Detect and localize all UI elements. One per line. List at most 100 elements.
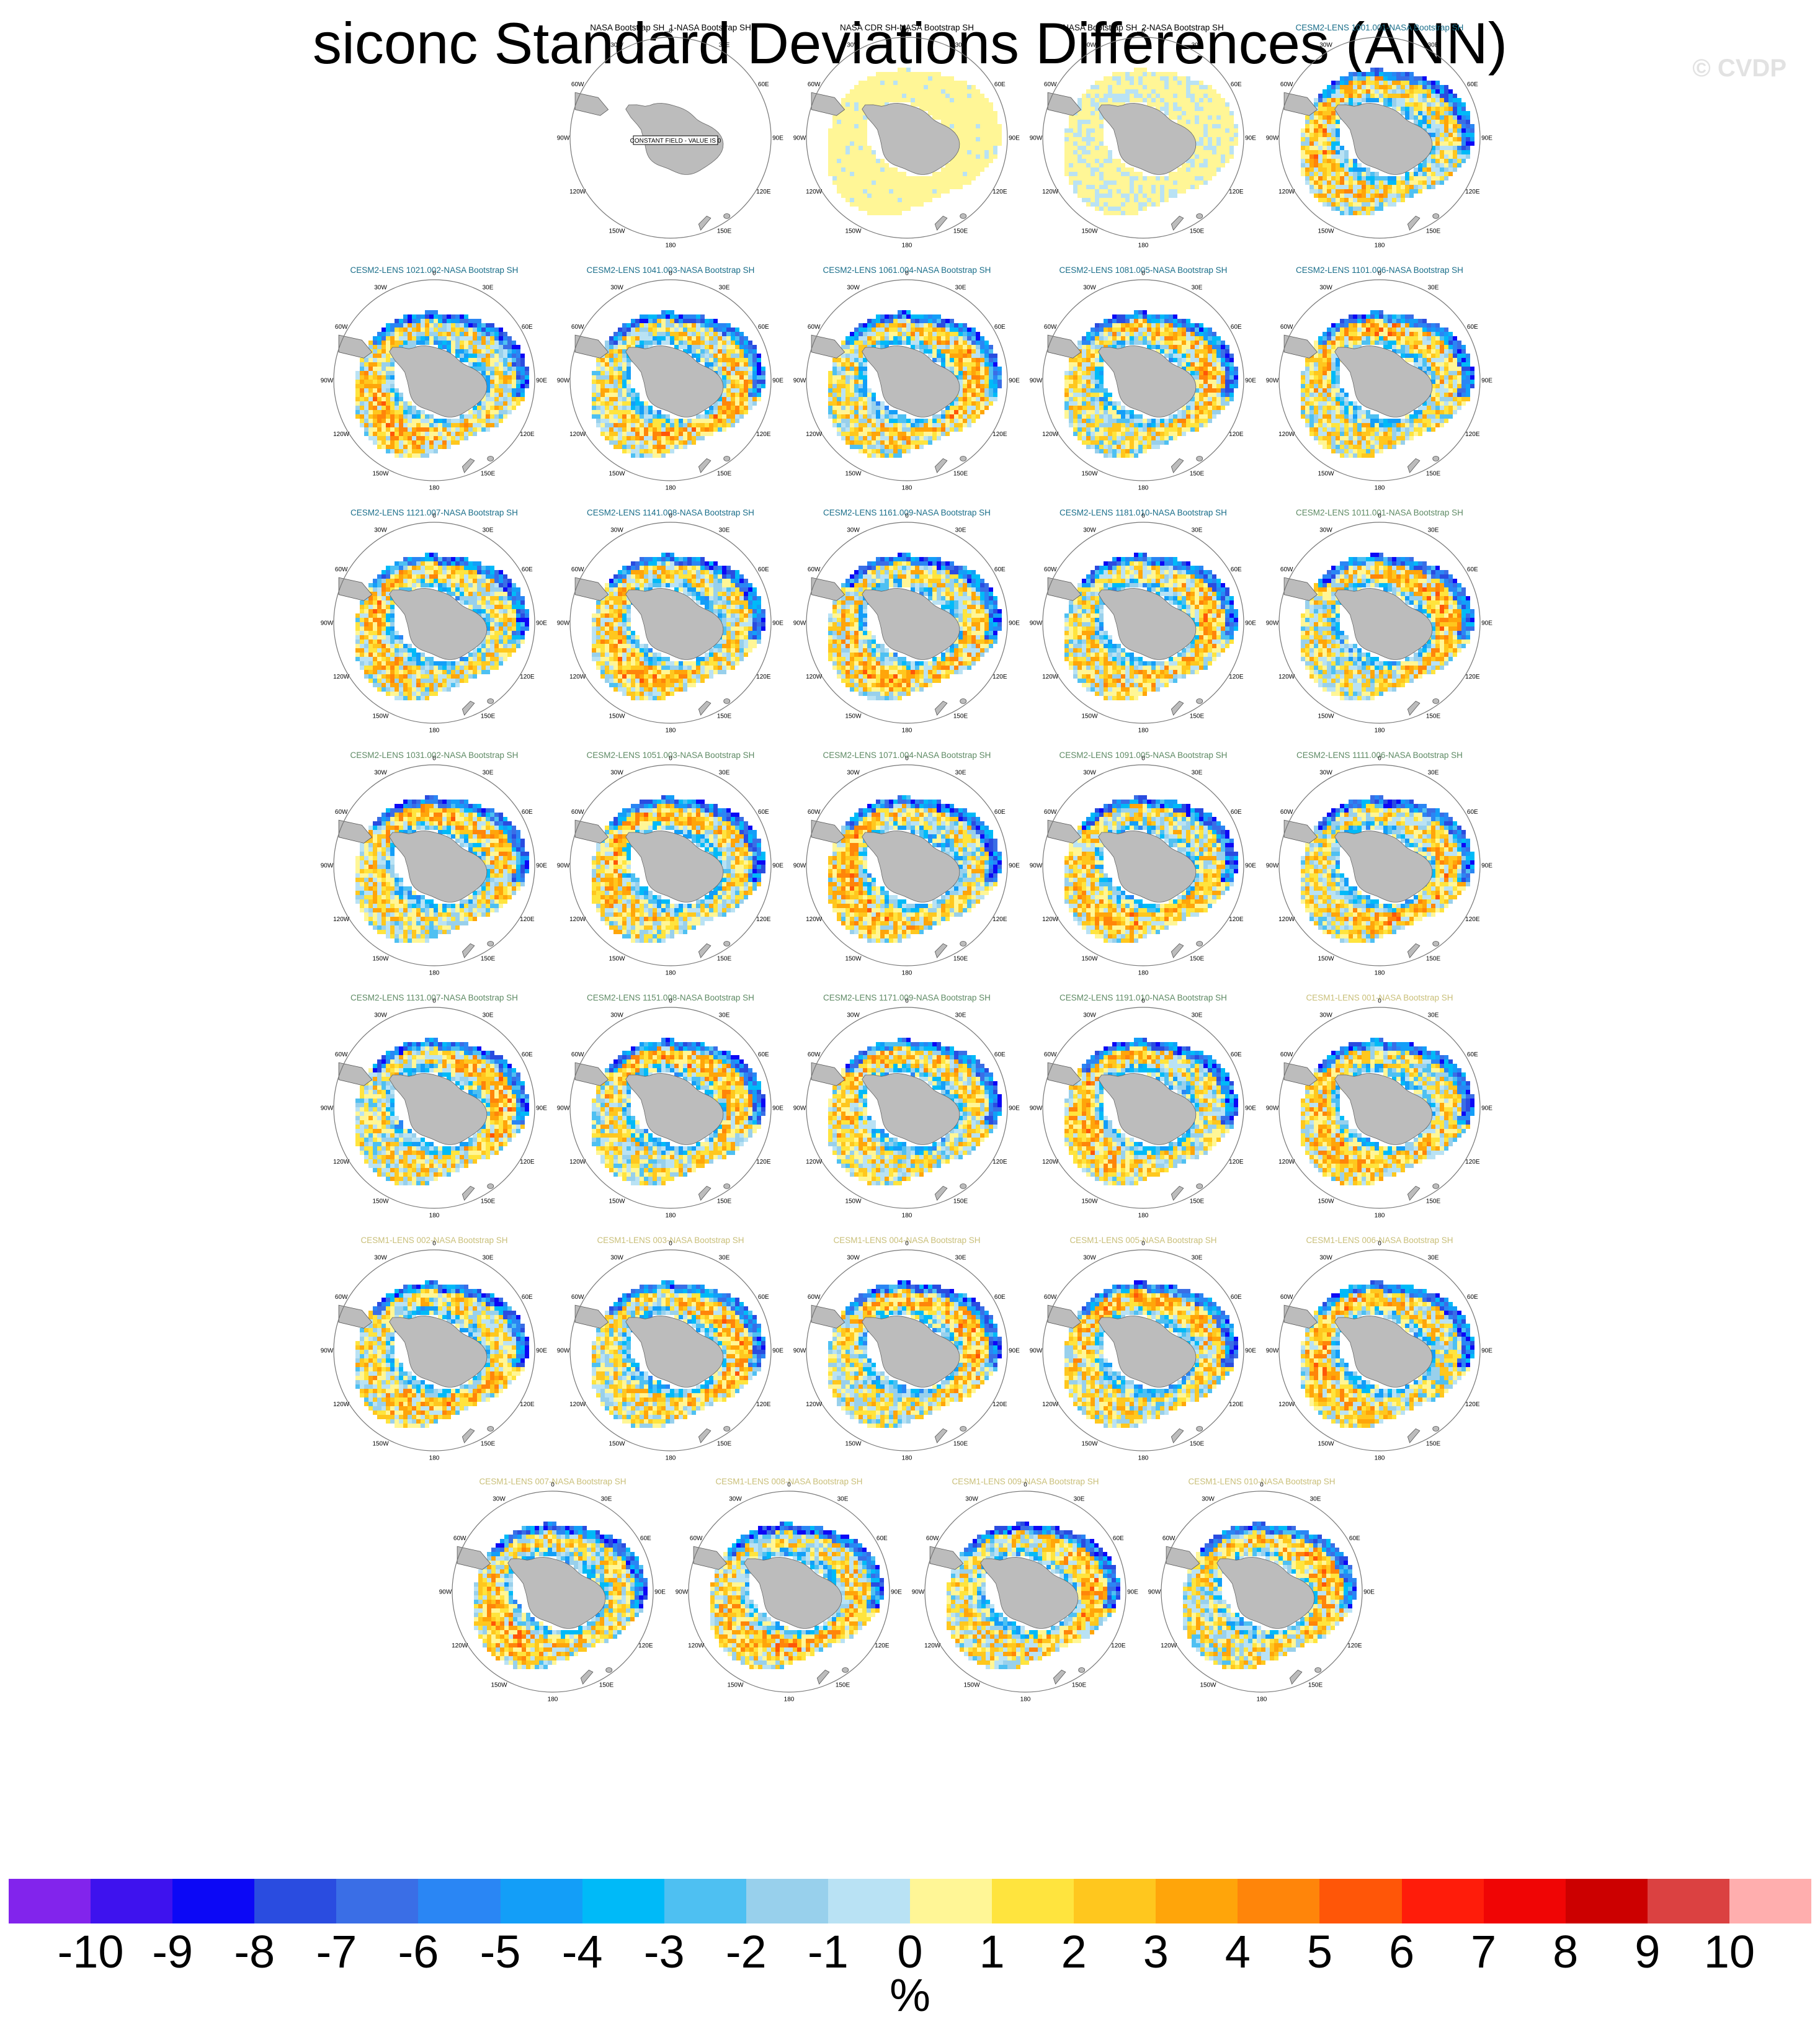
field-cell bbox=[718, 397, 722, 401]
field-cell bbox=[1086, 332, 1091, 336]
field-cell bbox=[1147, 194, 1151, 198]
field-cell bbox=[640, 432, 644, 436]
field-cell bbox=[932, 102, 937, 107]
field-cell bbox=[1195, 81, 1199, 85]
field-cell bbox=[958, 102, 963, 107]
field-cell bbox=[906, 332, 911, 336]
field-cell bbox=[644, 410, 648, 414]
field-cell bbox=[1186, 98, 1190, 102]
field-cell bbox=[1318, 189, 1323, 194]
field-cell bbox=[473, 414, 477, 419]
field-cell bbox=[950, 323, 954, 328]
figure-title: siconc Standard Deviations Differences (… bbox=[0, 11, 1820, 76]
field-cell bbox=[1318, 172, 1323, 176]
field-cell bbox=[386, 375, 390, 380]
field-cell bbox=[1331, 115, 1336, 120]
field-cell bbox=[1182, 124, 1186, 128]
field-cell bbox=[386, 436, 390, 440]
longitude-label: 90W bbox=[1266, 135, 1279, 142]
field-cell bbox=[963, 107, 967, 111]
field-cell bbox=[494, 367, 499, 371]
field-cell bbox=[1203, 176, 1208, 181]
field-cell bbox=[1134, 314, 1138, 319]
field-cell bbox=[421, 449, 425, 453]
field-cell bbox=[752, 393, 757, 397]
field-cell bbox=[1082, 163, 1086, 167]
field-cell bbox=[880, 436, 885, 440]
field-cell bbox=[1336, 133, 1340, 137]
field-cell bbox=[1418, 120, 1422, 124]
field-cell bbox=[906, 181, 911, 185]
field-cell bbox=[1143, 85, 1147, 89]
field-cell bbox=[1370, 176, 1375, 181]
field-cell bbox=[460, 349, 464, 354]
field-cell bbox=[1190, 181, 1195, 185]
field-cell bbox=[863, 323, 867, 328]
field-cell bbox=[867, 445, 872, 449]
field-cell bbox=[832, 401, 837, 406]
field-cell bbox=[850, 185, 854, 189]
field-cell bbox=[416, 436, 421, 440]
field-cell bbox=[1229, 124, 1234, 128]
field-cell bbox=[832, 362, 837, 367]
field-cell bbox=[1164, 76, 1169, 81]
field-cell bbox=[893, 453, 898, 458]
field-cell bbox=[954, 345, 958, 349]
field-cell bbox=[863, 89, 867, 94]
field-cell bbox=[1225, 124, 1229, 128]
field-cell bbox=[1392, 89, 1396, 94]
field-cell bbox=[381, 345, 386, 349]
field-cell bbox=[945, 115, 950, 120]
field-cell bbox=[360, 397, 364, 401]
field-cell bbox=[932, 349, 937, 354]
field-cell bbox=[1160, 176, 1164, 181]
field-cell bbox=[609, 419, 613, 423]
field-cell bbox=[1461, 115, 1466, 120]
field-cell bbox=[516, 354, 520, 358]
field-cell bbox=[622, 336, 627, 341]
field-cell bbox=[1177, 181, 1182, 185]
longitude-label: 30W bbox=[847, 42, 860, 49]
field-cell bbox=[1095, 133, 1099, 137]
field-cell bbox=[1073, 141, 1077, 146]
field-cell bbox=[1125, 211, 1130, 215]
field-cell bbox=[867, 323, 872, 328]
field-cell bbox=[1086, 154, 1091, 159]
field-cell bbox=[876, 436, 880, 440]
field-cell bbox=[1177, 98, 1182, 102]
field-cell bbox=[368, 362, 373, 367]
field-cell bbox=[980, 406, 984, 410]
field-cell bbox=[596, 397, 600, 401]
field-cell bbox=[1195, 185, 1199, 189]
field-cell bbox=[845, 133, 850, 137]
field-cell bbox=[1414, 120, 1418, 124]
field-cell bbox=[1353, 167, 1357, 172]
field-cell bbox=[644, 314, 648, 319]
field-cell bbox=[1225, 150, 1229, 154]
longitude-label: 90E bbox=[1481, 135, 1492, 142]
field-cell bbox=[748, 380, 752, 384]
field-cell bbox=[958, 163, 963, 167]
field-cell bbox=[683, 323, 687, 328]
field-cell bbox=[713, 358, 718, 362]
field-cell bbox=[828, 141, 832, 146]
field-cell bbox=[989, 345, 993, 349]
field-cell bbox=[731, 401, 735, 406]
field-cell bbox=[967, 107, 971, 111]
field-cell bbox=[1212, 146, 1216, 150]
field-cell bbox=[618, 384, 622, 388]
field-cell bbox=[928, 181, 932, 185]
field-cell bbox=[1164, 72, 1169, 76]
field-cell bbox=[850, 336, 854, 341]
field-cell bbox=[627, 436, 631, 440]
field-cell bbox=[989, 380, 993, 384]
field-cell bbox=[739, 354, 744, 358]
field-cell bbox=[1073, 189, 1077, 194]
field-cell bbox=[889, 185, 893, 189]
field-cell bbox=[1440, 141, 1444, 146]
field-cell bbox=[958, 397, 963, 401]
field-cell bbox=[859, 150, 863, 154]
field-cell bbox=[692, 440, 696, 445]
field-cell bbox=[1134, 76, 1138, 81]
field-cell bbox=[1370, 76, 1375, 81]
